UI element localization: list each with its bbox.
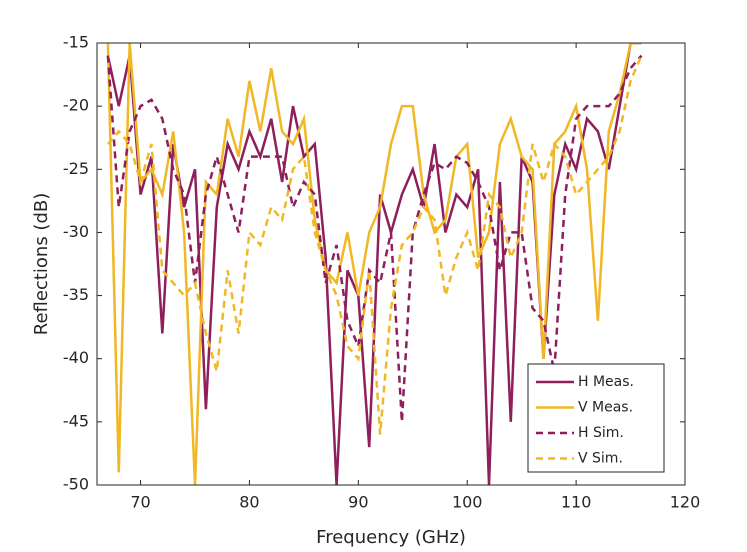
y-tick-label: -30	[63, 222, 89, 241]
legend-box	[527, 363, 665, 473]
x-axis-label: Frequency (GHz)	[316, 527, 466, 548]
x-tick-label: 110	[561, 493, 592, 512]
legend-label: V Meas.	[578, 400, 633, 416]
series-line	[106, 43, 642, 485]
y-tick-label: -20	[63, 96, 89, 115]
series-line	[106, 54, 643, 422]
series-line	[106, 43, 642, 485]
y-tick-label: -45	[63, 411, 89, 430]
legend-label: H Sim.	[578, 425, 624, 441]
y-tick-label: -50	[63, 475, 89, 494]
x-tick-label: 120	[670, 493, 701, 512]
legend-label: V Sim.	[578, 451, 623, 467]
y-axis-label: Reflections (dB)	[31, 193, 52, 335]
y-tick-label: -35	[63, 285, 89, 304]
legend-label: H Meas.	[578, 374, 634, 390]
y-tick-label: -15	[63, 33, 89, 52]
x-tick-label: 80	[239, 493, 259, 512]
y-tick-label: -25	[63, 159, 89, 178]
x-tick-label: 90	[348, 493, 368, 512]
series-line	[106, 55, 643, 435]
x-tick-label: 100	[452, 493, 483, 512]
axes-box	[96, 42, 686, 486]
y-tick-label: -40	[63, 348, 89, 367]
x-tick-label: 70	[130, 493, 150, 512]
